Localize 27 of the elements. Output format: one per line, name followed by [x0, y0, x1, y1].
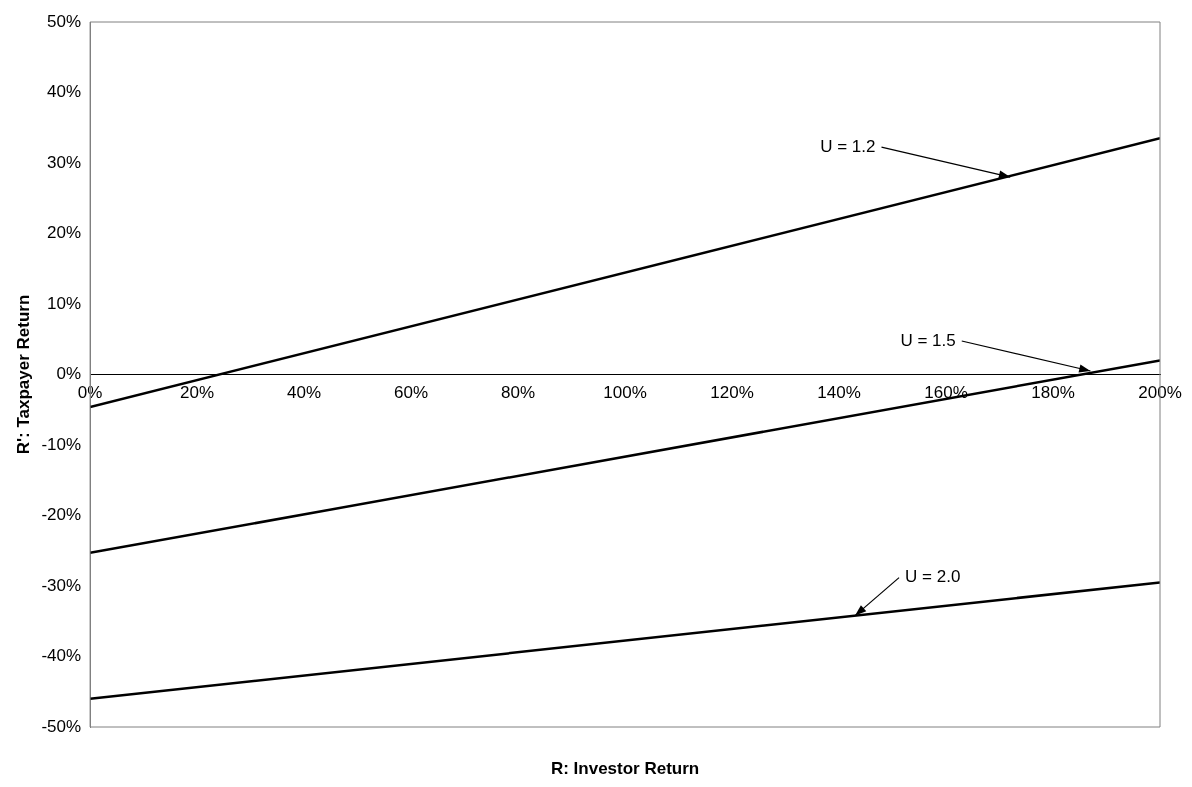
y-tick-label: 40%: [47, 82, 82, 102]
y-tick-label: -30%: [41, 575, 82, 595]
annotation: U = 2.0: [905, 567, 961, 587]
x-tick-label: 40%: [287, 383, 322, 403]
x-tick-label: 160%: [924, 383, 968, 403]
y-tick-label: -20%: [41, 505, 82, 525]
y-axis-title: R': Taxpayer Return: [13, 294, 33, 455]
annotation: U = 1.2: [820, 136, 876, 156]
x-tick-label: 60%: [394, 383, 429, 403]
x-tick-label: 200%: [1138, 383, 1182, 403]
x-tick-label: 180%: [1031, 383, 1075, 403]
y-tick-label: -50%: [41, 716, 82, 736]
y-tick-label: -40%: [41, 646, 82, 666]
x-tick-label: 0%: [77, 383, 103, 403]
annotation: U = 1.5: [900, 330, 956, 350]
x-tick-label: 140%: [817, 383, 861, 403]
y-tick-label: 10%: [47, 293, 82, 313]
x-tick-label: 100%: [603, 383, 647, 403]
x-tick-label: 120%: [710, 383, 754, 403]
y-tick-label: 30%: [47, 152, 82, 172]
y-tick-label: 50%: [47, 11, 82, 31]
y-tick-label: -10%: [41, 434, 82, 454]
x-tick-label: 20%: [180, 383, 215, 403]
x-axis-title: R: Investor Return: [550, 758, 700, 778]
y-tick-label: 20%: [47, 223, 82, 243]
x-tick-label: 80%: [501, 383, 536, 403]
y-tick-label: 0%: [56, 364, 82, 384]
